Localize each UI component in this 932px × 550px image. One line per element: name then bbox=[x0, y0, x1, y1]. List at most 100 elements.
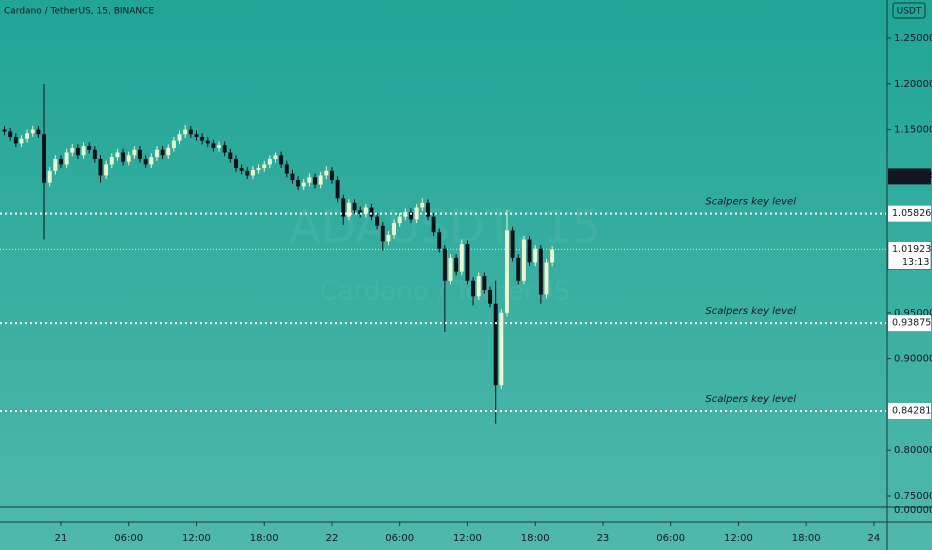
y-tick-label: 0.90000 bbox=[894, 354, 932, 365]
candle-body bbox=[392, 223, 397, 235]
candle-body bbox=[171, 140, 176, 148]
candle-body bbox=[499, 312, 504, 386]
candle-body bbox=[154, 149, 159, 158]
candle-body bbox=[143, 158, 148, 165]
candle-body bbox=[516, 257, 521, 281]
lower-pane-tick-label: 0.00000 bbox=[894, 505, 932, 516]
candle-body bbox=[273, 155, 278, 159]
last-price-badge bbox=[887, 241, 932, 270]
candle-body bbox=[324, 170, 329, 176]
candle-body bbox=[245, 170, 250, 176]
candle-body bbox=[126, 155, 131, 162]
candle-body bbox=[64, 152, 69, 165]
candle-body bbox=[301, 182, 306, 187]
candle-body bbox=[358, 210, 363, 214]
candle-body bbox=[527, 239, 532, 263]
y-tick-label: 0.80000 bbox=[894, 445, 932, 456]
candle-body bbox=[205, 140, 210, 144]
x-tick-label: 12:00 bbox=[182, 533, 211, 544]
candle-body bbox=[25, 133, 30, 139]
candle-body bbox=[504, 230, 509, 313]
candle-body bbox=[488, 289, 493, 304]
candle-body bbox=[211, 143, 216, 148]
candle-body bbox=[200, 136, 205, 141]
candle-body bbox=[234, 158, 238, 169]
candle-body bbox=[53, 158, 58, 171]
key-level-badge bbox=[888, 205, 931, 222]
candle-body bbox=[13, 136, 18, 144]
key-level-text: Scalpers key level bbox=[705, 306, 796, 317]
candle-body bbox=[188, 129, 193, 135]
currency-label[interactable]: USDT bbox=[897, 7, 922, 17]
candle-body bbox=[109, 157, 114, 165]
candle-body bbox=[363, 207, 368, 214]
candle-body bbox=[132, 149, 137, 156]
x-tick-label: 22 bbox=[326, 533, 339, 544]
key-level-text: Scalpers key level bbox=[705, 394, 796, 405]
y-tick-label: 1.15000 bbox=[894, 125, 932, 136]
candle-body bbox=[397, 216, 402, 224]
candle-body bbox=[36, 129, 41, 135]
x-tick-label: 18:00 bbox=[792, 533, 821, 544]
key-level-badge-label: 0.93875 bbox=[892, 318, 931, 329]
candle-body bbox=[380, 225, 385, 242]
candle-body bbox=[8, 131, 13, 137]
candle-body bbox=[318, 175, 323, 185]
candle-body bbox=[92, 149, 97, 159]
candle-body bbox=[448, 257, 453, 281]
key-level-badge bbox=[888, 315, 931, 332]
candle-body bbox=[70, 147, 75, 153]
y-tick-label: 1.20000 bbox=[894, 79, 932, 90]
y-tick-label: 0.95000 bbox=[894, 308, 932, 319]
candle-body bbox=[341, 198, 346, 217]
candle-body bbox=[262, 164, 267, 169]
candle-body bbox=[267, 158, 272, 165]
candle-body bbox=[87, 146, 92, 150]
x-tick-label: 06:00 bbox=[656, 533, 685, 544]
candle-body bbox=[335, 179, 340, 199]
candle-body bbox=[510, 230, 515, 258]
y-tick-label: 0.75000 bbox=[894, 491, 932, 502]
candle-body bbox=[177, 134, 182, 141]
key-level-text: Scalpers key level bbox=[705, 197, 796, 208]
candle-body bbox=[550, 249, 555, 263]
candle-body bbox=[228, 152, 233, 159]
candle-body bbox=[256, 168, 261, 170]
candle-body bbox=[307, 177, 312, 183]
candle-body bbox=[19, 138, 24, 144]
key-level-badge-label: 1.05826 bbox=[892, 208, 931, 219]
candle-body bbox=[437, 232, 442, 249]
x-tick-label: 06:00 bbox=[114, 533, 143, 544]
x-tick-label: 21 bbox=[55, 533, 68, 544]
candle-body bbox=[346, 202, 351, 217]
x-tick-label: 18:00 bbox=[250, 533, 279, 544]
x-tick-label: 12:00 bbox=[724, 533, 753, 544]
candle-body bbox=[409, 212, 413, 220]
candle-body bbox=[121, 152, 126, 162]
candle-body bbox=[296, 179, 301, 187]
candle-body bbox=[98, 158, 103, 176]
x-tick-label: 18:00 bbox=[521, 533, 550, 544]
candle-body bbox=[81, 146, 86, 156]
candle-body bbox=[465, 244, 470, 281]
candle-body bbox=[160, 149, 165, 156]
candle-body bbox=[482, 276, 487, 290]
candle-body bbox=[217, 145, 222, 148]
y-tick-label: 1.25000 bbox=[894, 33, 932, 44]
candle-body bbox=[533, 248, 538, 263]
candle-body bbox=[2, 129, 7, 132]
watermark-symbol: ADAUSDT, 15 bbox=[289, 200, 601, 254]
candle-body bbox=[239, 168, 244, 171]
candle-body bbox=[138, 149, 142, 159]
x-tick-label: 06:00 bbox=[385, 533, 414, 544]
candle-body bbox=[375, 216, 380, 226]
candle-body bbox=[420, 202, 425, 208]
candle-body bbox=[290, 173, 295, 180]
candle-body bbox=[149, 157, 154, 165]
x-tick-label: 24 bbox=[868, 533, 881, 544]
candle-body bbox=[250, 169, 255, 176]
currency-button[interactable] bbox=[892, 2, 926, 19]
candle-body bbox=[544, 262, 549, 295]
